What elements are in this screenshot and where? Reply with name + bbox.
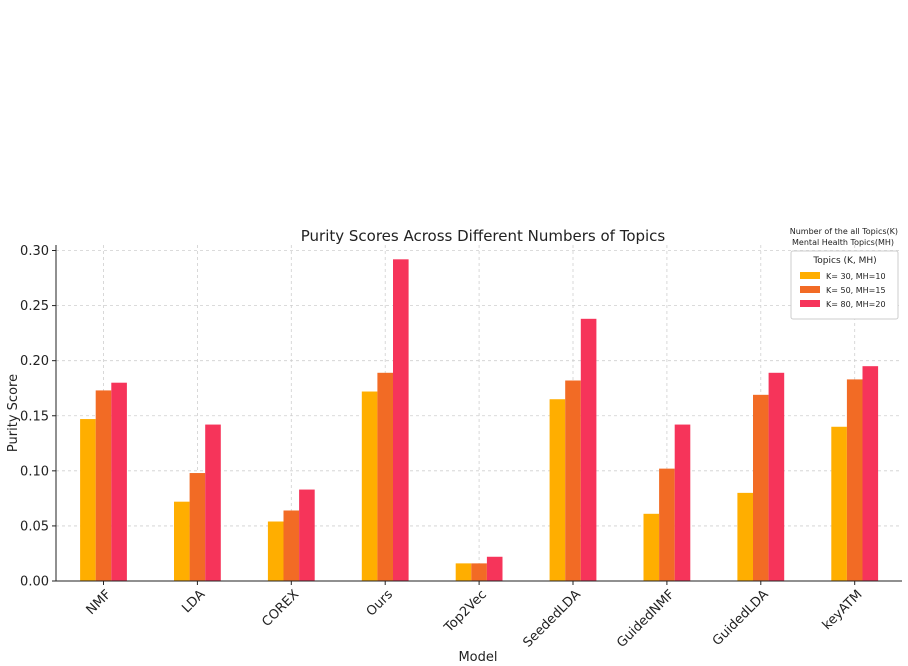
bar-guidedlda-series-2 — [753, 394, 769, 581]
bar-ours-series-1 — [361, 391, 378, 581]
y-tick-label: 0.25 — [20, 299, 49, 314]
y-tick-label: 0.10 — [20, 464, 49, 479]
bar-guidedlda-series-3 — [768, 372, 785, 581]
y-tick-labels: 0.00 0.05 0.10 0.15 0.20 0.25 0.30 — [20, 244, 56, 590]
bar-guidednmf-series-3 — [674, 424, 691, 581]
x-tick-label: Top2Vec — [441, 587, 490, 636]
x-tick-labels: NMF LDA COREX Ours Top2Vec SeededLDA GuidedNMF… — [84, 581, 866, 651]
bar-lda-series-2 — [189, 473, 206, 581]
y-tick-label: 0.20 — [20, 354, 49, 369]
x-axis-title: Model — [458, 650, 497, 665]
legend-items: K= 30, MH=10 K= 50, MH=15 K= 80, MH=20 — [800, 272, 886, 309]
bar-guidednmf-series-1 — [643, 513, 660, 581]
legend-label-1: K= 30, MH=10 — [826, 272, 886, 281]
y-tick-label: 0.05 — [20, 519, 49, 534]
bar-nmf-series-2 — [95, 390, 112, 581]
bar-corex-series-3 — [299, 489, 315, 581]
bar-keyatm-series-1 — [831, 426, 847, 581]
x-tick-label: SeededLDA — [520, 587, 583, 650]
bar-top2vec-series-3 — [486, 556, 503, 581]
legend-swatch-1 — [800, 272, 820, 279]
y-tick-label: 0.15 — [20, 409, 49, 424]
legend-heading-line-1: Number of the all Topics(K) — [790, 227, 898, 236]
x-tick-label: NMF — [84, 587, 115, 618]
bar-guidedlda-series-1 — [737, 492, 753, 581]
x-tick-label: GuidedNMF — [614, 587, 678, 651]
chart-title: Purity Scores Across Different Numbers o… — [301, 227, 666, 245]
x-tick-label: keyATM — [820, 587, 866, 633]
legend-heading-line-2: Mental Health Topics(MH) — [792, 238, 894, 247]
bar-seededlda-series-3 — [580, 318, 597, 581]
legend: Topics (K, MH) K= 30, MH=10K= 50, MH=15K… — [790, 250, 899, 320]
bar-nmf-series-1 — [80, 419, 96, 581]
bar-nmf-series-3 — [111, 382, 127, 581]
bar-corex-series-2 — [283, 510, 300, 581]
bar-corex-series-1 — [267, 521, 284, 581]
x-tick-label: Ours — [364, 587, 396, 619]
bar-ours-series-3 — [393, 259, 409, 581]
x-tick-label: LDA — [179, 587, 208, 616]
legend-swatch-2 — [800, 286, 820, 293]
x-tick-label: GuidedLDA — [710, 587, 772, 649]
x-tick-label: COREX — [259, 587, 302, 630]
legend-swatch-3 — [800, 300, 820, 307]
bars — [80, 259, 879, 581]
bar-top2vec-series-2 — [471, 563, 487, 581]
y-axis-title: Purity Score — [6, 374, 21, 452]
bar-seededlda-series-2 — [565, 380, 581, 581]
y-tick-label: 0.30 — [20, 244, 49, 259]
bar-top2vec-series-1 — [455, 563, 472, 581]
bar-lda-series-1 — [174, 501, 190, 581]
bar-ours-series-2 — [377, 372, 393, 581]
bar-keyatm-series-3 — [862, 366, 879, 581]
legend-title: Topics (K, MH) — [812, 256, 876, 266]
bar-lda-series-3 — [205, 424, 221, 581]
bar-seededlda-series-1 — [549, 399, 566, 581]
legend-label-3: K= 80, MH=20 — [826, 300, 886, 309]
bar-guidednmf-series-2 — [659, 468, 675, 581]
y-tick-label: 0.00 — [20, 575, 49, 590]
legend-label-2: K= 50, MH=15 — [826, 286, 886, 295]
bar-keyatm-series-2 — [846, 379, 863, 581]
